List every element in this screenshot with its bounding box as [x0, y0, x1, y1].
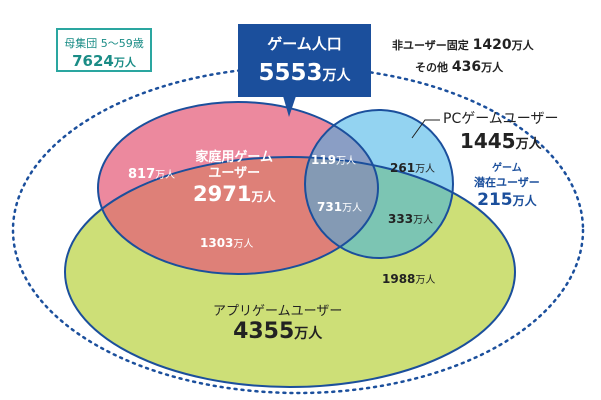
- region-app-only-unit: 万人: [415, 275, 436, 286]
- population-unit: 万人: [113, 56, 136, 69]
- console-users-title: 家庭用ゲーム ユーザー 2971万人: [193, 150, 275, 206]
- region-console-pc: 119万人: [311, 152, 356, 167]
- non-user-fixed-value: 1420: [472, 37, 512, 53]
- game-population-number: 5553: [258, 60, 323, 86]
- region-all-three: 731万人: [317, 199, 362, 214]
- region-pc-app: 333万人: [388, 211, 433, 226]
- region-all-three-unit: 万人: [342, 203, 363, 214]
- potential-users-unit: 万人: [512, 194, 537, 208]
- app-users-total: 4355万人: [213, 319, 342, 344]
- region-console-only: 817万人: [128, 166, 175, 182]
- region-app-only: 1988万人: [382, 271, 435, 286]
- app-users-number: 4355: [233, 319, 295, 344]
- potential-users-title: ゲーム 潜在ユーザー 215万人: [474, 159, 540, 210]
- console-users-number: 2971: [193, 182, 252, 206]
- potential-users-total: 215万人: [474, 190, 540, 210]
- region-all-three-value: 731: [317, 200, 343, 214]
- non-user-fixed-label: 非ユーザー固定: [392, 39, 469, 52]
- population-box: 母集団 5〜59歳 7624万人: [56, 28, 152, 72]
- pc-users-outline: [304, 109, 454, 259]
- game-callout-pointer: [283, 96, 296, 117]
- console-users-label-2: ユーザー: [208, 166, 261, 181]
- pc-users-number: 1445: [459, 129, 516, 153]
- potential-users-label-2: 潜在ユーザー: [474, 176, 540, 189]
- other-unit: 万人: [481, 61, 504, 74]
- population-value: 7624万人: [58, 52, 150, 70]
- region-console-app: 1303万人: [200, 235, 253, 250]
- region-pc-only: 261万人: [390, 160, 435, 175]
- population-number: 7624: [72, 52, 114, 70]
- console-users-unit: 万人: [251, 190, 276, 204]
- region-console-only-unit: 万人: [155, 170, 176, 181]
- population-label: 母集団 5〜59歳: [64, 37, 144, 50]
- region-console-pc-value: 119: [311, 153, 337, 167]
- region-console-only-value: 817: [128, 167, 156, 182]
- game-population-value: 5553万人: [238, 60, 371, 86]
- region-pc-app-value: 333: [388, 212, 414, 226]
- console-users-label-1: 家庭用ゲーム: [195, 150, 274, 165]
- region-pc-only-unit: 万人: [415, 164, 436, 175]
- console-users-total: 2971万人: [193, 182, 275, 206]
- console-users-circle: [98, 102, 378, 274]
- app-users-unit: 万人: [294, 326, 323, 342]
- console-users-outline: [97, 101, 379, 275]
- region-console-pc-unit: 万人: [336, 156, 357, 167]
- non-user-fixed-unit: 万人: [511, 39, 534, 52]
- app-users-title: アプリゲームユーザー 4355万人: [213, 300, 342, 344]
- pc-users-title: PCゲームユーザー 1445万人: [443, 108, 559, 153]
- game-population-box: ゲーム人口 5553万人: [238, 24, 371, 97]
- pc-users-unit: 万人: [515, 137, 542, 152]
- potential-users-number: 215: [477, 190, 513, 210]
- game-population-boundary: [11, 65, 585, 395]
- region-pc-app-unit: 万人: [413, 215, 434, 226]
- pc-users-circle: [305, 110, 453, 258]
- other-value: 436: [451, 59, 482, 75]
- region-console-app-value: 1303: [200, 236, 234, 250]
- region-pc-only-value: 261: [390, 161, 416, 175]
- app-users-outline: [64, 156, 516, 388]
- non-user-fixed-note: 非ユーザー固定 1420万人: [392, 37, 534, 53]
- pc-label-leader: [411, 119, 440, 139]
- other-label: その他: [415, 61, 448, 74]
- game-population-unit: 万人: [322, 68, 351, 84]
- region-app-only-value: 1988: [382, 272, 416, 286]
- potential-users-label-1: ゲーム: [492, 163, 522, 174]
- game-population-title: ゲーム人口: [267, 35, 342, 53]
- pc-users-total: 1445万人: [443, 129, 559, 153]
- app-users-label: アプリゲームユーザー: [213, 304, 343, 319]
- other-note: その他 436万人: [415, 59, 503, 75]
- region-console-app-unit: 万人: [233, 239, 254, 250]
- pc-users-label: PCゲームユーザー: [443, 111, 559, 127]
